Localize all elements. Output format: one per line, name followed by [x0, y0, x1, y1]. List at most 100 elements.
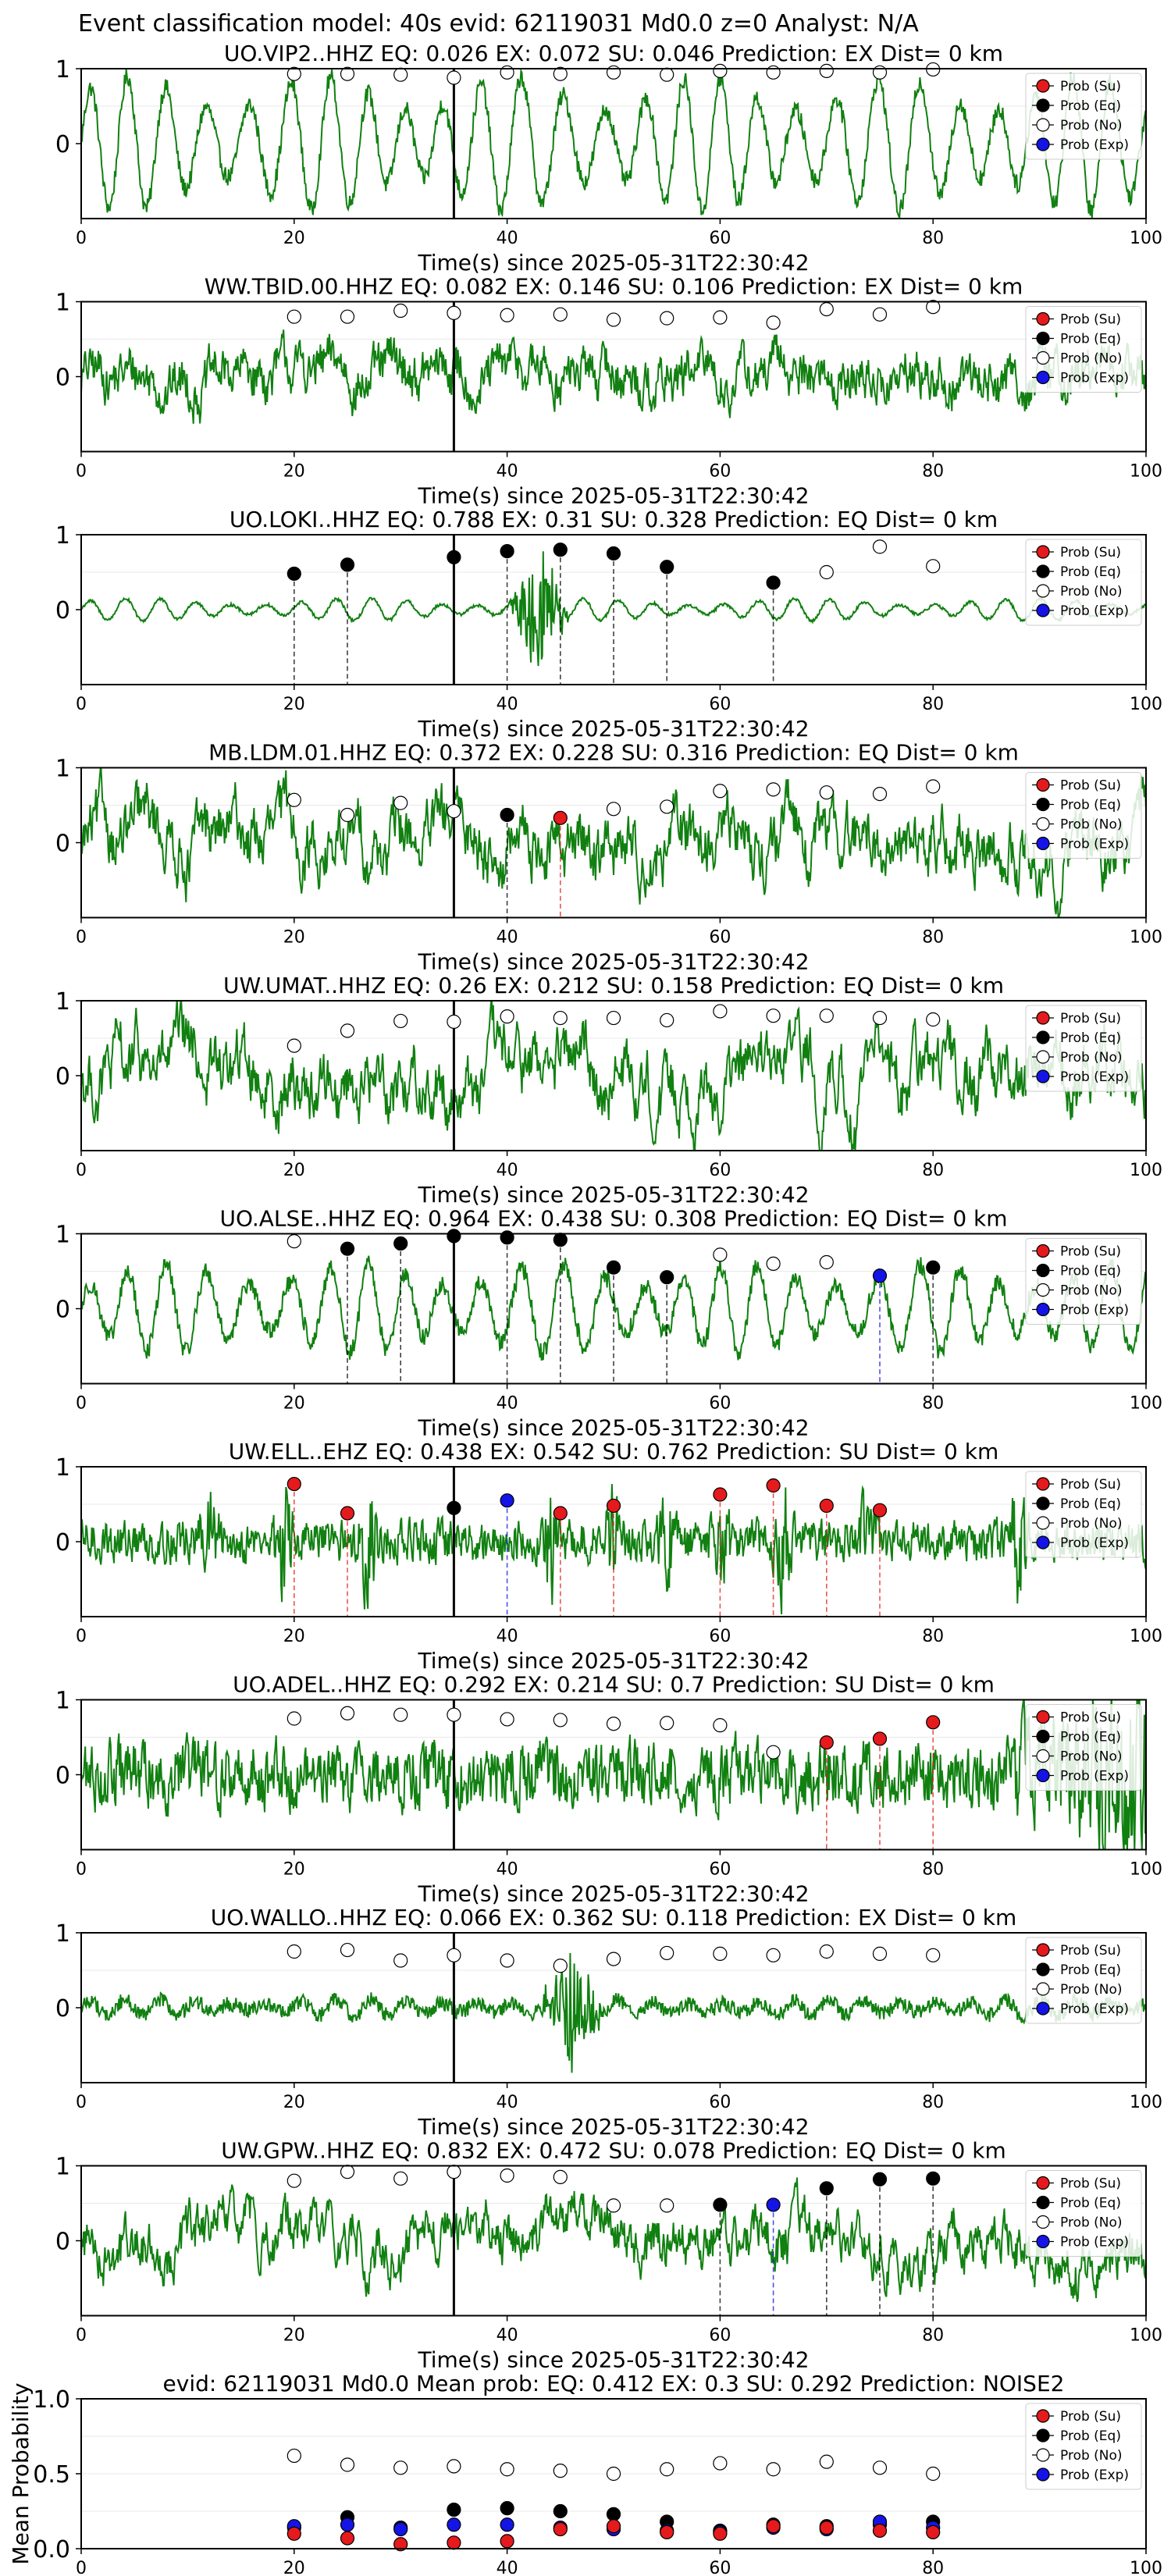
prob-point-su [872, 1731, 888, 1746]
legend-marker [1036, 1729, 1050, 1744]
prob-point-no [553, 307, 568, 322]
legend-marker [1036, 2467, 1050, 2482]
mean-prob-point-no [340, 2457, 355, 2472]
x-tick-label: 0 [76, 2093, 87, 2112]
prob-point-no [340, 1706, 355, 1720]
prob-point-no [500, 65, 514, 80]
prob-point-no [819, 785, 834, 800]
prob-point-exp [766, 2197, 781, 2212]
mean-prob-point-exp [340, 2517, 355, 2532]
mean-prob-point-su [872, 2523, 888, 2539]
legend-marker [1036, 2448, 1050, 2462]
legend-marker [1036, 1982, 1050, 1996]
y-tick-label: 1.0 [33, 2386, 70, 2414]
legend-frame [1025, 1238, 1142, 1325]
legend: Prob (Su) Prob (Eq) Prob (No) Prob (Exp) [1025, 1937, 1142, 2024]
prob-point-eq [926, 2171, 941, 2186]
prob-point-eq [447, 1500, 461, 1515]
x-tick-label: 40 [497, 229, 518, 248]
legend-label: Prob (Su) [1060, 2176, 1121, 2192]
axes-frame [80, 1699, 1147, 1851]
legend-label: Prob (Exp) [1060, 371, 1129, 386]
mean-prob-point-no [926, 2466, 941, 2482]
y-axis-label: Mean Probability [8, 2382, 34, 2564]
legend-label: Prob (Eq) [1060, 1730, 1121, 1745]
legend-marker [1036, 2428, 1050, 2443]
prob-point-no [872, 539, 888, 554]
prob-point-su [340, 1506, 355, 1521]
legend-marker [1036, 1962, 1050, 1976]
legend-label: Prob (Su) [1060, 545, 1121, 560]
x-tick-label: 80 [922, 1161, 944, 1180]
prob-point-su [713, 1487, 728, 1502]
legend-marker [1036, 118, 1050, 132]
x-tick-label: 0 [76, 928, 87, 948]
y-tick-label: 1 [55, 1688, 70, 1715]
y-tick-label: 1 [55, 1222, 70, 1249]
x-tick-label: 20 [283, 462, 305, 482]
legend-marker [1036, 1535, 1050, 1550]
prob-point-eq [447, 1229, 461, 1244]
panel-3: MB.LDM.01.HHZ EQ: 0.372 EX: 0.228 SU: 0.… [55, 740, 1162, 975]
prob-point-su [553, 1506, 568, 1521]
legend-frame [1025, 1471, 1142, 1558]
y-tick-label: 0 [55, 1763, 70, 1790]
prob-point-no [766, 65, 781, 80]
prob-point-no [713, 784, 728, 799]
x-tick-label: 80 [922, 2093, 944, 2112]
x-tick-label: 80 [922, 1860, 944, 1880]
prob-point-no [872, 307, 888, 322]
prob-point-no [553, 66, 568, 81]
legend: Prob (Su) Prob (Eq) Prob (No) Prob (Exp) [1025, 2403, 1142, 2490]
legend-marker [1036, 1496, 1050, 1510]
legend-label: Prob (Eq) [1060, 798, 1121, 813]
legend-label: Prob (Su) [1060, 312, 1121, 328]
prob-point-no [660, 1012, 674, 1028]
x-axis-label: Time(s) since 2025-05-31T22:30:42 [417, 949, 809, 975]
panel-title: UO.WALLO..HHZ EQ: 0.066 EX: 0.362 SU: 0.… [211, 1905, 1016, 1930]
axes-frame [80, 1233, 1147, 1385]
legend-marker [1036, 564, 1050, 578]
prob-point-no [606, 1952, 621, 1966]
x-axis-label: Time(s) since 2025-05-31T22:30:42 [417, 483, 809, 509]
mean-prob-point-eq [553, 2503, 568, 2519]
legend-marker [1036, 1943, 1050, 1957]
legend: Prob (Su) Prob (Eq) Prob (No) Prob (Exp) [1025, 1471, 1142, 1558]
mean-prob-point-exp [393, 2521, 408, 2537]
prob-point-no [393, 1953, 408, 1968]
prob-point-no [766, 1948, 781, 1962]
x-tick-label: 60 [709, 2326, 731, 2346]
prob-point-no [819, 302, 834, 317]
prob-point-eq [340, 557, 355, 572]
x-axis-label: Time(s) since 2025-05-31T22:30:42 [417, 1415, 809, 1441]
prob-point-no [287, 1233, 301, 1249]
x-tick-label: 40 [497, 2326, 518, 2346]
x-tick-label: 20 [283, 1860, 305, 1880]
prob-point-no [393, 303, 408, 318]
prob-point-eq [872, 2172, 888, 2186]
mean-prob-point-no [606, 2466, 621, 2482]
x-tick-label: 80 [922, 928, 944, 948]
prob-point-eq [606, 1260, 621, 1275]
prob-point-eq [393, 1236, 408, 1251]
prob-point-no [393, 795, 408, 810]
legend-label: Prob (Eq) [1060, 1264, 1121, 1279]
legend-label: Prob (No) [1060, 351, 1123, 367]
mean-prob-point-su [287, 2526, 301, 2541]
prob-point-no [553, 1010, 568, 1026]
x-tick-label: 80 [922, 2326, 944, 2346]
mean-prob-point-no [819, 2454, 834, 2469]
x-tick-label: 20 [283, 229, 305, 248]
mean-prob-point-no [447, 2459, 461, 2474]
prob-point-no [606, 1717, 621, 1731]
x-tick-label: 80 [922, 2559, 944, 2576]
prob-point-eq [553, 543, 568, 557]
panel-title: UW.UMAT..HHZ EQ: 0.26 EX: 0.212 SU: 0.15… [223, 973, 1004, 998]
prob-point-no [340, 807, 355, 823]
x-tick-label: 20 [283, 2093, 305, 2112]
prob-point-exp [500, 1493, 514, 1508]
y-tick-label: 1 [55, 1454, 70, 1482]
legend-label: Prob (Eq) [1060, 1962, 1121, 1978]
prob-point-eq [606, 546, 621, 561]
